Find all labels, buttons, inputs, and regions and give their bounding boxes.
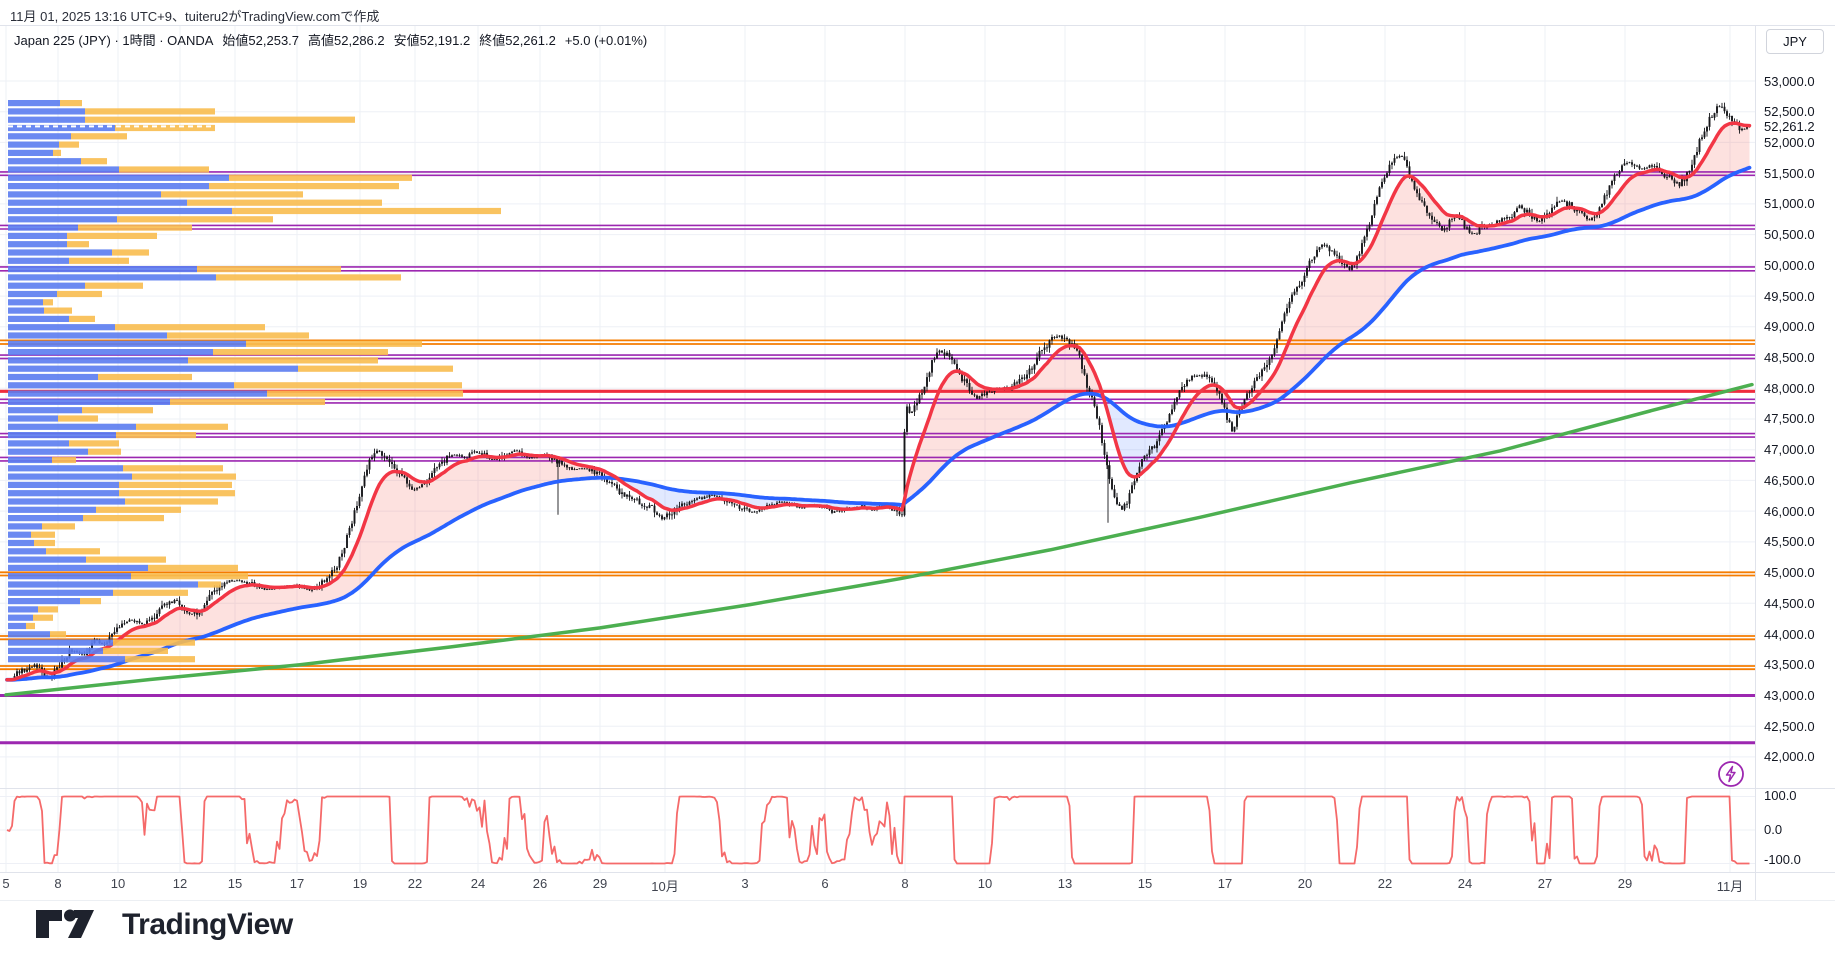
price-axis-label: 48,500.0: [1764, 350, 1815, 365]
time-axis-label: 15: [227, 876, 243, 891]
price-axis-label: 48,000.0: [1764, 381, 1815, 396]
price-axis-label: 46,000.0: [1764, 504, 1815, 519]
time-axis-label: 5: [2, 876, 10, 891]
time-axis-label: 24: [1457, 876, 1473, 891]
time-axis-label: 29: [592, 876, 608, 891]
time-axis-label: 22: [407, 876, 423, 891]
price-axis-label: 51,500.0: [1764, 166, 1815, 181]
time-axis-label: 8: [901, 876, 909, 891]
time-axis-label: 15: [1137, 876, 1153, 891]
time-axis-label: 12: [172, 876, 188, 891]
time-axis-label: 29: [1617, 876, 1633, 891]
time-axis-label: 6: [821, 876, 829, 891]
ohlc-low: 安値52,191.2: [393, 33, 471, 48]
price-axis-label: 52,000.0: [1764, 135, 1815, 150]
price-axis-label: 45,500.0: [1764, 534, 1815, 549]
lightning-icon[interactable]: [1717, 760, 1745, 788]
last-price-label: 52,261.2: [1764, 119, 1815, 134]
price-axis-label: 49,000.0: [1764, 319, 1815, 334]
oscillator-label-high: 100.0: [1764, 788, 1797, 803]
time-axis-label: 20: [1297, 876, 1313, 891]
time-axis-label: 17: [289, 876, 305, 891]
time-axis-label: 24: [470, 876, 486, 891]
price-axis-label: 47,500.0: [1764, 411, 1815, 426]
price-axis-label: 49,500.0: [1764, 289, 1815, 304]
symbol-legend[interactable]: Japan 225 (JPY) · 1時間 · OANDA 始値52,253.7 高…: [14, 30, 656, 49]
price-axis-label: 44,000.0: [1764, 627, 1815, 642]
price-axis-label: 53,000.0: [1764, 74, 1815, 89]
time-axis-label: 11月: [1716, 879, 1744, 894]
time-axis-label: 3: [741, 876, 749, 891]
ohlc-high: 高値52,286.2: [308, 33, 385, 48]
currency-badge[interactable]: JPY: [1766, 29, 1824, 54]
ohlc-change: +5.0 (+0.01%): [564, 33, 648, 48]
price-axis-label: 45,000.0: [1764, 565, 1815, 580]
tradingview-logo[interactable]: TradingView: [34, 906, 293, 944]
tradingview-logo-text: TradingView: [122, 908, 293, 941]
time-axis-label: 17: [1217, 876, 1233, 891]
time-axis-label: 26: [532, 876, 548, 891]
price-axis-label: 47,000.0: [1764, 442, 1815, 457]
time-axis-label: 10: [110, 876, 126, 891]
price-axis-label: 46,500.0: [1764, 473, 1815, 488]
oscillator-label-zero: 0.0: [1764, 822, 1783, 837]
price-axis-label: 43,000.0: [1764, 688, 1815, 703]
price-axis-label: 44,500.0: [1764, 596, 1815, 611]
time-axis-label: 10月: [651, 879, 679, 894]
symbol-title: Japan 225 (JPY) · 1時間 · OANDA: [14, 33, 214, 48]
price-axis-label: 42,000.0: [1764, 749, 1815, 764]
price-axis-label: 50,000.0: [1764, 258, 1815, 273]
lightning-icon-glyph: [1718, 761, 1744, 787]
time-axis-label: 27: [1537, 876, 1553, 891]
time-axis-label: 19: [352, 876, 368, 891]
attribution-text: 11月 01, 2025 13:16 UTC+9、tuiteru2がTradin…: [10, 9, 380, 24]
price-axis-label: 51,000.0: [1764, 196, 1815, 211]
price-axis-label: 42,500.0: [1764, 719, 1815, 734]
time-axis-label: 22: [1377, 876, 1393, 891]
ohlc-close: 終値52,261.2: [479, 33, 556, 48]
price-axis-label: 52,500.0: [1764, 104, 1815, 119]
price-axis-label: 50,500.0: [1764, 227, 1815, 242]
time-axis-label: 13: [1057, 876, 1073, 891]
time-axis-label: 8: [54, 876, 62, 891]
ohlc-open: 始値52,253.7: [222, 33, 300, 48]
tradingview-logo-icon: [36, 909, 94, 938]
oscillator-label-low: -100.0: [1764, 852, 1801, 867]
price-axis-label: 43,500.0: [1764, 657, 1815, 672]
time-axis-label: 10: [977, 876, 993, 891]
